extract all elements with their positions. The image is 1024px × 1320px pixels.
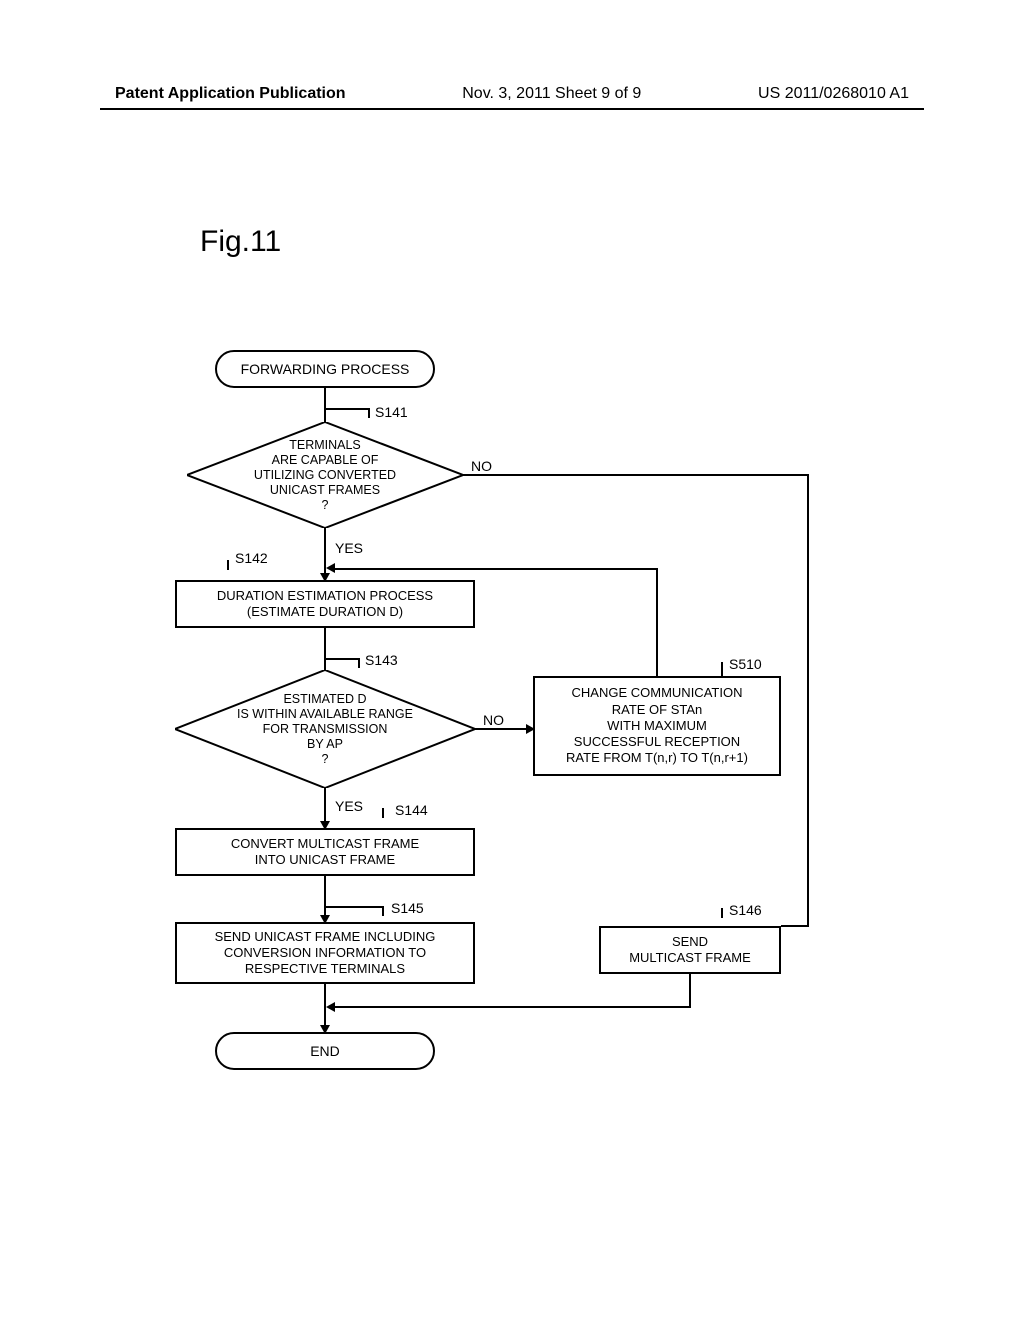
header-right: US 2011/0268010 A1 (758, 85, 909, 103)
edge (324, 628, 326, 670)
label-tick (382, 906, 384, 916)
header-rule (100, 108, 924, 110)
node-p142-text: DURATION ESTIMATION PROCESS(ESTIMATE DUR… (217, 588, 433, 621)
edge-label-no: NO (483, 712, 504, 728)
node-end: END (215, 1032, 435, 1070)
label-tick (358, 658, 360, 668)
node-p144-text: CONVERT MULTICAST FRAMEINTO UNICAST FRAM… (231, 836, 419, 869)
arrowhead-icon (326, 1002, 335, 1012)
label-tick (721, 662, 723, 676)
step-label-s143: S143 (365, 652, 398, 668)
node-d141-text: TERMINALSARE CAPABLE OFUTILIZING CONVERT… (187, 422, 463, 528)
node-p142: DURATION ESTIMATION PROCESS(ESTIMATE DUR… (175, 580, 475, 628)
edge (689, 974, 691, 1008)
label-tick (325, 658, 359, 660)
edge (333, 1006, 691, 1008)
label-tick (382, 808, 384, 818)
edge (807, 474, 809, 926)
node-p510: CHANGE COMMUNICATIONRATE OF STAnWITH MAX… (533, 676, 781, 776)
step-label-s144: S144 (395, 802, 428, 818)
flowchart: FORWARDING PROCESS TERMINALSARE CAPABLE … (175, 350, 825, 1090)
node-p145-text: SEND UNICAST FRAME INCLUDINGCONVERSION I… (215, 929, 436, 978)
edge-label-yes: YES (335, 798, 363, 814)
edge-label-no: NO (471, 458, 492, 474)
header-mid: Nov. 3, 2011 Sheet 9 of 9 (462, 85, 641, 103)
node-p146: SENDMULTICAST FRAME (599, 926, 781, 974)
step-label-s141: S141 (375, 404, 408, 420)
page-header: Patent Application Publication Nov. 3, 2… (115, 85, 909, 103)
node-d143-text: ESTIMATED DIS WITHIN AVAILABLE RANGEFOR … (175, 670, 475, 788)
label-tick (325, 906, 383, 908)
label-tick (227, 560, 229, 570)
node-p510-text: CHANGE COMMUNICATIONRATE OF STAnWITH MAX… (566, 685, 748, 766)
node-p145: SEND UNICAST FRAME INCLUDINGCONVERSION I… (175, 922, 475, 984)
edge (333, 568, 658, 570)
node-p146-text: SENDMULTICAST FRAME (629, 934, 751, 967)
step-label-s145: S145 (391, 900, 424, 916)
node-end-text: END (310, 1043, 340, 1059)
node-d143: ESTIMATED DIS WITHIN AVAILABLE RANGEFOR … (175, 670, 475, 788)
step-label-s142: S142 (235, 550, 268, 566)
label-tick (368, 408, 370, 418)
edge (324, 388, 326, 422)
edge (463, 474, 809, 476)
step-label-s146: S146 (729, 902, 762, 918)
node-p144: CONVERT MULTICAST FRAMEINTO UNICAST FRAM… (175, 828, 475, 876)
edge-label-yes: YES (335, 540, 363, 556)
node-start-text: FORWARDING PROCESS (241, 361, 410, 377)
figure-label: Fig.11 (200, 225, 281, 259)
node-start: FORWARDING PROCESS (215, 350, 435, 388)
label-tick (721, 908, 723, 918)
edge (781, 925, 809, 927)
header-left: Patent Application Publication (115, 85, 346, 103)
node-d141: TERMINALSARE CAPABLE OFUTILIZING CONVERT… (187, 422, 463, 528)
edge (656, 568, 658, 676)
edge (475, 728, 533, 730)
label-tick (325, 408, 369, 410)
step-label-s510: S510 (729, 656, 762, 672)
